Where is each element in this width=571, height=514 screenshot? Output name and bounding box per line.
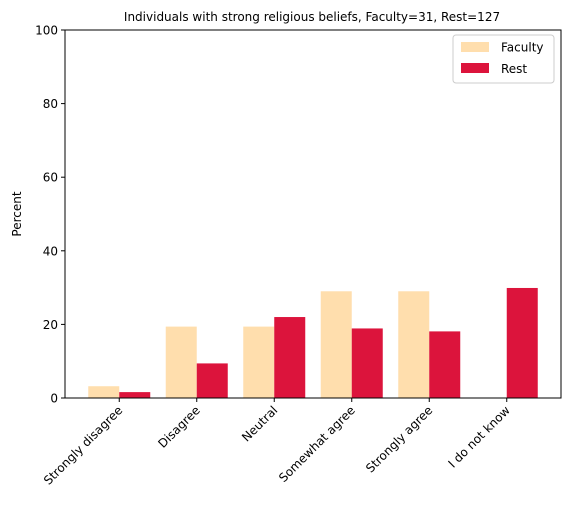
x-tick-label: Somewhat agree [276, 403, 358, 485]
x-tick-label: Disagree [155, 403, 203, 451]
y-axis: 0 20 40 60 80 100 [35, 24, 65, 406]
bar-faculty-3 [320, 291, 352, 398]
bar-faculty-0 [88, 386, 120, 398]
y-tick-label: 0 [50, 392, 58, 406]
chart-title: Individuals with strong religious belief… [124, 10, 500, 24]
y-axis-label: Percent [10, 191, 24, 236]
legend-label-rest: Rest [501, 62, 527, 76]
x-tick-label: Neutral [239, 403, 280, 444]
bar-rest-2 [274, 317, 306, 398]
x-tick-label: I do not know [445, 403, 513, 471]
x-tick-label: Strongly agree [363, 403, 435, 475]
y-tick-label: 20 [43, 318, 58, 332]
y-tick-label: 60 [43, 171, 58, 185]
plot-frame [64, 29, 562, 399]
x-axis: Strongly disagree Disagree NeutralSomewhat… [41, 398, 513, 488]
x-tick-label: Strongly disagree [41, 403, 125, 487]
bar-rest-5 [506, 287, 538, 398]
bar-rest-1 [196, 363, 228, 398]
y-tick-label: 80 [43, 97, 58, 111]
legend-swatch-rest [461, 63, 489, 73]
legend-swatch-faculty [461, 42, 489, 52]
bar-faculty-2 [243, 326, 275, 398]
legend-label-faculty: Faculty [501, 41, 544, 55]
bar-faculty-4 [398, 291, 430, 398]
bar-faculty-1 [165, 326, 197, 398]
bar-rest-4 [429, 331, 461, 398]
bars-group [88, 287, 538, 398]
y-tick-label: 100 [35, 24, 58, 38]
legend: Faculty Rest [452, 34, 555, 84]
bar-rest-3 [351, 328, 383, 398]
bar-rest-0 [119, 392, 151, 398]
y-tick-label: 40 [43, 244, 58, 258]
